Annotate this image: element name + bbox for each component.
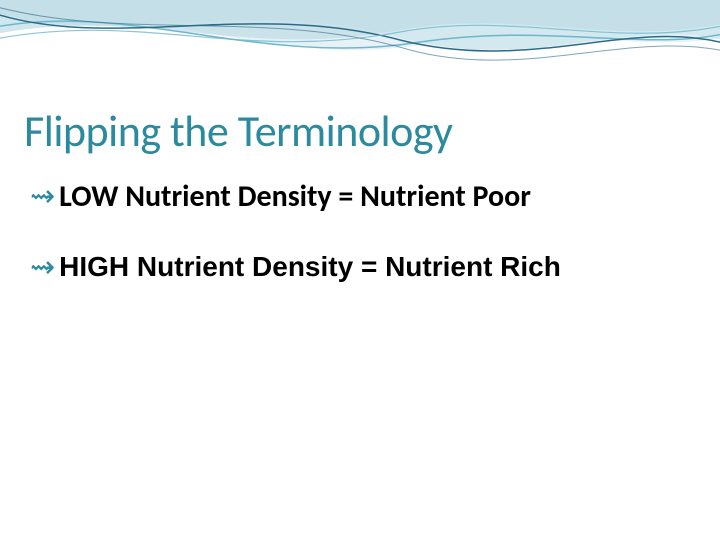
swung-dash-icon: ⇝ <box>30 180 55 213</box>
bullet-text: LOW Nutrient Density = Nutrient Poor <box>59 180 531 215</box>
slide-title: Flipping the Terminology <box>24 108 696 154</box>
bullet-item: ⇝ LOW Nutrient Density = Nutrient Poor <box>30 180 696 215</box>
slide-content: Flipping the Terminology ⇝ LOW Nutrient … <box>24 108 696 320</box>
wave-svg <box>0 0 720 100</box>
swung-dash-icon: ⇝ <box>30 251 55 284</box>
bullet-list: ⇝ LOW Nutrient Density = Nutrient Poor ⇝… <box>24 180 696 284</box>
bullet-item: ⇝ HIGH Nutrient Density = Nutrient Rich <box>30 251 696 284</box>
header-wave-decoration <box>0 0 720 100</box>
bullet-text: HIGH Nutrient Density = Nutrient Rich <box>59 251 561 283</box>
